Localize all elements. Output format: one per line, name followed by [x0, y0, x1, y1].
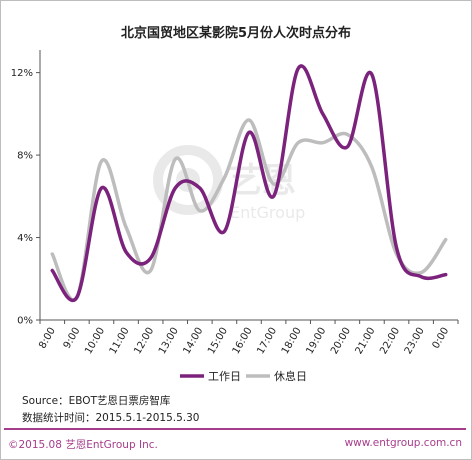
x-tick-label: 17:00 [255, 326, 279, 356]
x-tick-label: 19:00 [304, 326, 328, 356]
x-tick-label: 21:00 [354, 326, 378, 356]
x-tick-label: 8:00 [37, 326, 58, 351]
x-tick-label: 15:00 [206, 326, 230, 356]
x-tick-label: 13:00 [157, 326, 181, 356]
y-tick-label: 4% [17, 233, 33, 244]
x-tick-label: 22:00 [378, 326, 402, 356]
period-line: 数据统计时间：2015.5.1-2015.5.30 [22, 412, 200, 424]
x-tick-label: 18:00 [280, 326, 304, 356]
x-tick-label: 23:00 [403, 326, 427, 356]
chart-legend: 工作日 休息日 [180, 369, 307, 383]
series-layer [50, 64, 448, 303]
y-tick-label: 12% [11, 68, 33, 79]
x-tick-label: 14:00 [182, 326, 206, 356]
x-tick-label: 16:00 [231, 326, 255, 356]
legend-label: 休息日 [274, 369, 307, 383]
x-tick-label: 9:00 [62, 326, 83, 351]
x-tick-label: 11:00 [108, 326, 132, 356]
x-tick-label: 20:00 [329, 326, 353, 356]
y-tick-label: 8% [17, 151, 33, 162]
source-line: Source：EBOT艺恩日票房智库 [22, 395, 171, 407]
x-tick-label: 0:00 [431, 326, 452, 351]
footer-website-link[interactable]: www.entgroup.com.cn [344, 437, 462, 449]
footer-divider [4, 428, 466, 430]
footer-copyright: ©2015.08 艺恩EntGroup Inc. [8, 439, 158, 451]
series-line-workday [50, 64, 448, 303]
legend-label: 工作日 [208, 370, 241, 383]
x-tick-label: 10:00 [83, 326, 107, 356]
watermark-sub-text: EntGroup [230, 203, 305, 222]
chart-title: 北京国贸地区某影院5月份人次时点分布 [121, 25, 351, 41]
footer: ©2015.08 艺恩EntGroup Inc. www.entgroup.co… [0, 428, 470, 458]
x-tick-label: 12:00 [132, 326, 156, 356]
y-tick-label: 0% [17, 316, 33, 327]
series-line-holiday [50, 118, 448, 302]
